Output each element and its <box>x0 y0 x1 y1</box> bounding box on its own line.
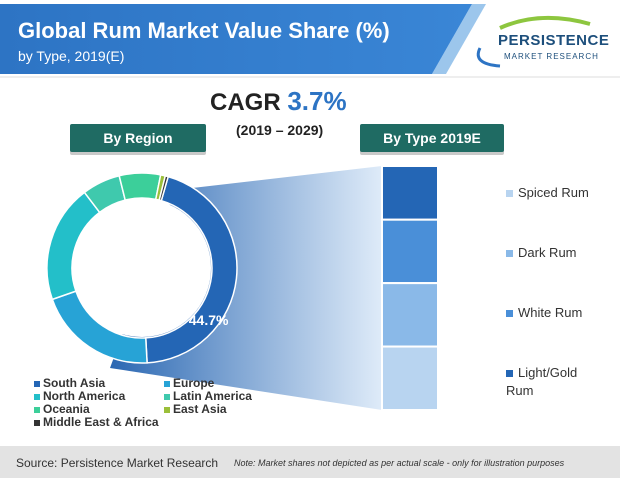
type-section-label: By Type 2019E <box>360 124 504 152</box>
legend-item-east-asia: East Asia <box>164 402 227 416</box>
page-title: Global Rum Market Value Share (%) <box>18 18 390 43</box>
region-section-label: By Region <box>70 124 206 152</box>
banner-shape <box>0 4 620 78</box>
logo-text-secondary: MARKET RESEARCH <box>504 52 599 61</box>
footer-note: Note: Market shares not depicted as per … <box>234 458 565 468</box>
type-bar-segment-spiced-rum <box>381 165 439 221</box>
cagr-value: 3.7% <box>287 86 347 116</box>
logo-swoosh-icon <box>476 15 591 68</box>
legend-label: North America <box>43 389 126 403</box>
type-bar-segment-white-rum <box>381 282 439 348</box>
type-legend-swatch <box>506 190 513 198</box>
legend-label: Europe <box>173 376 215 390</box>
legend-label: South Asia <box>43 376 106 390</box>
type-bar-segment-light-gold-rum <box>381 345 439 411</box>
type-label-dark-rum: Dark Rum <box>506 244 606 262</box>
type-legend-text: White Rum <box>518 305 583 320</box>
type-label-spiced-rum: Spiced Rum <box>506 184 606 202</box>
type-legend-text: Light/Gold Rum <box>506 365 578 398</box>
type-legend-swatch <box>506 310 513 318</box>
company-logo: PERSISTENCE MARKET RESEARCH <box>470 14 610 70</box>
footer-bar: Source: Persistence Market Research Note… <box>0 446 620 478</box>
source-text: Source: Persistence Market Research <box>16 456 219 470</box>
cagr-headline: CAGR 3.7% <box>210 86 347 117</box>
type-legend-swatch <box>506 370 513 378</box>
legend-swatch <box>34 419 40 426</box>
header-banner: Global Rum Market Value Share (%) by Typ… <box>0 0 620 78</box>
legend-swatch <box>164 406 170 413</box>
legend-swatch <box>164 393 170 400</box>
legend-swatch <box>34 380 40 387</box>
legend-label: East Asia <box>173 402 227 416</box>
donut-hole <box>73 199 211 337</box>
legend-swatch <box>164 380 170 387</box>
donut-data-label-south-asia: 44.7% <box>189 312 229 328</box>
chart-canvas: 44.7% <box>46 165 439 411</box>
legend-item-europe: Europe <box>164 376 214 390</box>
legend-item-oceania: Oceania <box>34 402 90 416</box>
legend-swatch <box>34 406 40 413</box>
legend-item-middle-east-africa: Middle East & Africa <box>34 415 159 429</box>
type-legend-text: Spiced Rum <box>518 185 589 200</box>
legend-item-south-asia: South Asia <box>34 376 105 390</box>
page-subtitle: by Type, 2019(E) <box>18 48 125 64</box>
legend-label: Latin America <box>173 389 252 403</box>
legend-label: Oceania <box>43 402 90 416</box>
cagr-label: CAGR <box>210 89 281 116</box>
logo-text-primary: PERSISTENCE <box>498 32 610 49</box>
legend-item-north-america: North America <box>34 389 125 403</box>
donut-slice-oceania <box>118 172 162 201</box>
type-legend-swatch <box>506 250 513 258</box>
donut-slice-middle-east-africa <box>158 174 170 202</box>
cagr-range: (2019 – 2029) <box>236 122 324 138</box>
legend-label: Middle East & Africa <box>43 415 159 429</box>
type-label-white-rum: White Rum <box>506 304 606 322</box>
legend-item-latin-america: Latin America <box>164 389 252 403</box>
type-bar-segment-dark-rum <box>381 218 439 285</box>
legend-swatch <box>34 393 40 400</box>
type-legend-text: Dark Rum <box>518 245 577 260</box>
type-label-light-gold-rum: Light/Gold Rum <box>506 364 606 400</box>
